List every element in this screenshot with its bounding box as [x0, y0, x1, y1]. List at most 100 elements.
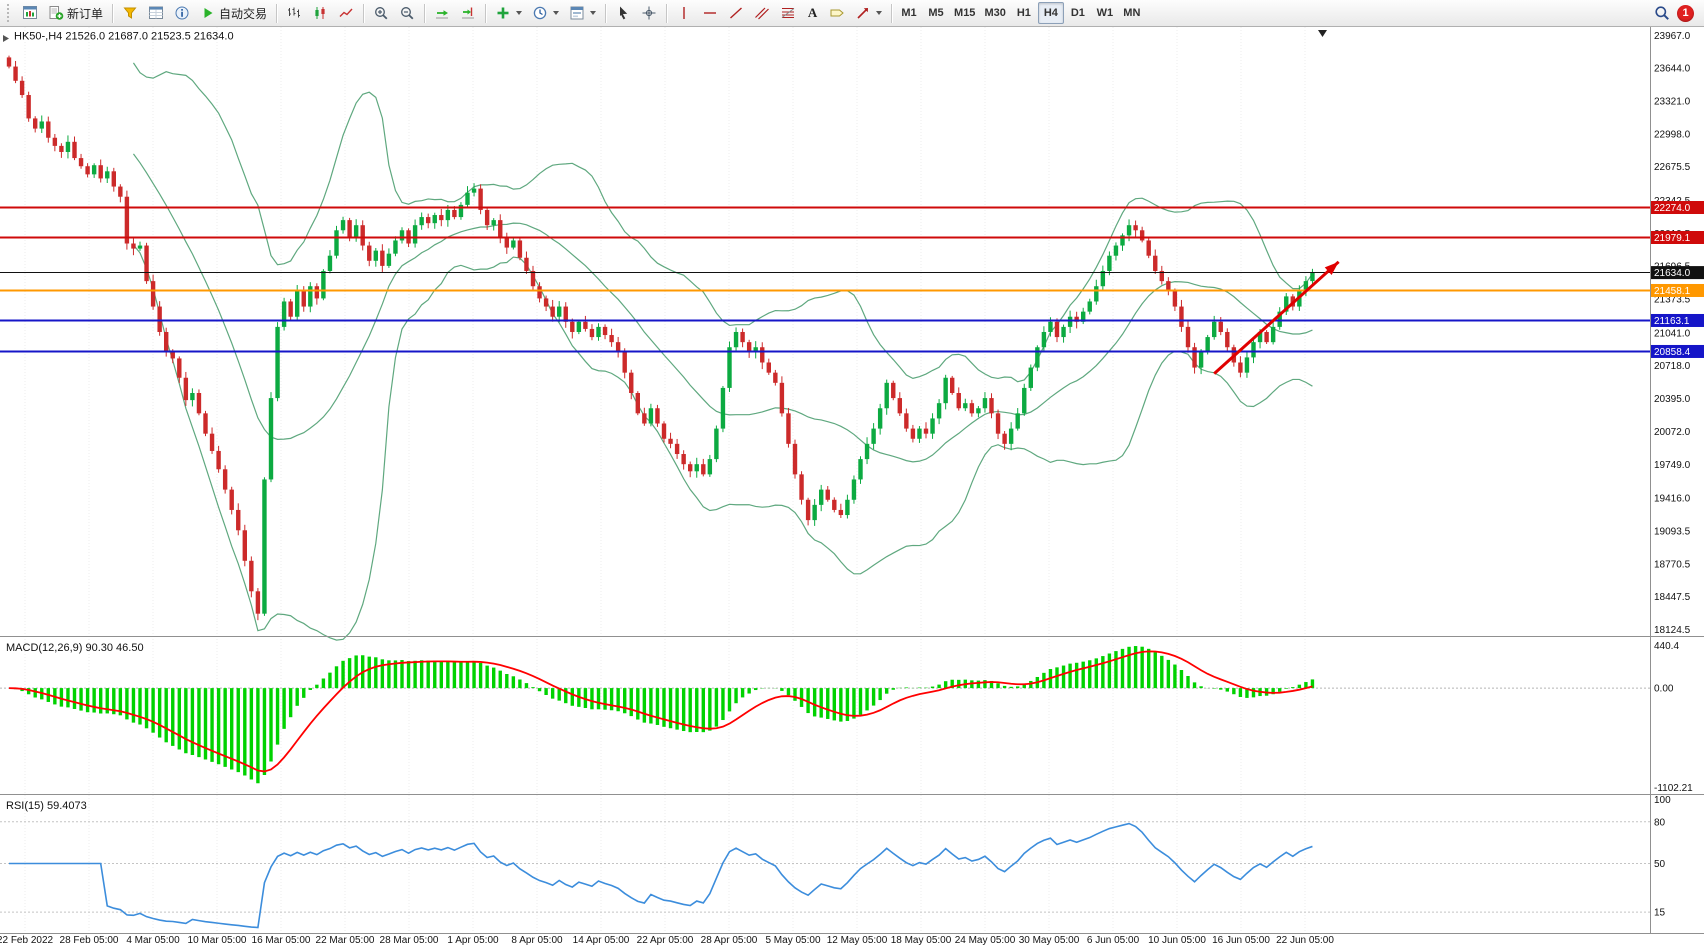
vertical-line-tool-button[interactable] [671, 2, 697, 24]
candle-body [642, 413, 647, 424]
zoom-out-button[interactable] [394, 2, 420, 24]
time-axis-label: 12 May 05:00 [827, 935, 888, 946]
trendline-tool-button[interactable] [723, 2, 749, 24]
candle-body [111, 171, 116, 187]
line-chart-type-button[interactable] [333, 2, 359, 24]
indicators-button[interactable] [490, 2, 527, 24]
candle-body [995, 413, 1001, 434]
horizontal-line-tool-button[interactable] [697, 2, 723, 24]
notification-badge[interactable]: 1 [1677, 4, 1694, 22]
candle-body [275, 326, 280, 399]
fibonacci-tool-button[interactable] [775, 2, 801, 24]
indicators-plus-icon [497, 7, 509, 19]
price-shift-marker-icon[interactable] [1318, 30, 1327, 37]
candle-body [308, 286, 313, 307]
candle-body [589, 328, 595, 338]
macd-histogram [13, 646, 1315, 784]
chart-shift-icon [462, 7, 475, 19]
candle-body [576, 321, 582, 332]
candle-body [177, 358, 182, 378]
toolbar-grip[interactable] [7, 4, 14, 22]
time-axis-label: 30 May 05:00 [1019, 935, 1080, 946]
timeframe-button-h4[interactable]: H4 [1037, 2, 1064, 24]
search-button[interactable] [1649, 2, 1675, 24]
candle-body [956, 393, 961, 409]
macd-axis-label: -1102.21 [1654, 783, 1693, 794]
caret-down-icon [876, 11, 883, 15]
auto-scroll-button[interactable] [429, 2, 455, 24]
candle-body [1081, 311, 1086, 322]
candle-body [255, 591, 261, 614]
periods-button[interactable] [527, 2, 564, 24]
candle-body [249, 560, 254, 592]
new-order-button[interactable]: 新订单 [43, 2, 108, 24]
price-axis-label: 20395.0 [1654, 394, 1691, 405]
macd-axis-label: 440.4 [1654, 641, 1679, 652]
autotrading-label: 自动交易 [219, 6, 268, 21]
chart-shift-button[interactable] [455, 2, 481, 24]
timeframe-button-m5[interactable]: M5 [923, 2, 949, 24]
candle-body [864, 443, 870, 460]
candle-body [1277, 311, 1282, 327]
macd-signal-line [8, 650, 1313, 773]
candle-body [819, 489, 824, 505]
candle-body [969, 403, 975, 414]
price-axis-label: 20072.0 [1654, 427, 1691, 438]
candle-body [871, 428, 876, 444]
text-label-tool-button[interactable] [824, 2, 850, 24]
candle-body [52, 137, 58, 146]
templates-button[interactable] [564, 2, 601, 24]
candle-body [1205, 337, 1210, 353]
candle-body [917, 428, 922, 439]
bar-chart-icon [288, 7, 301, 18]
candle-body [137, 245, 143, 249]
timeframe-button-m15[interactable]: M15 [950, 2, 979, 24]
candle-body [832, 499, 837, 510]
one-click-trading-icon[interactable] [3, 35, 9, 42]
text-tool-button[interactable]: A [801, 2, 824, 24]
autotrading-button[interactable]: 自动交易 [195, 2, 272, 24]
candle-body [622, 352, 627, 373]
market-watch-button[interactable] [117, 2, 143, 24]
timeframe-button-m30[interactable]: M30 [980, 2, 1009, 24]
candle-body [190, 393, 195, 401]
timeframe-button-d1[interactable]: D1 [1065, 2, 1091, 24]
cursor-button[interactable] [610, 2, 636, 24]
bar-chart-type-button[interactable] [281, 2, 307, 24]
rsi-axis-label: 50 [1654, 859, 1666, 870]
rsi-axis-label: 80 [1654, 817, 1666, 828]
trend-arrow[interactable] [1213, 260, 1340, 375]
candle-body [530, 270, 536, 287]
candle-body [884, 382, 889, 409]
price-tag [1651, 344, 1704, 358]
zoom-in-button[interactable] [368, 2, 394, 24]
data-window-button[interactable] [143, 2, 169, 24]
timeframe-button-w1[interactable]: W1 [1092, 2, 1118, 24]
navigator-button[interactable] [169, 2, 195, 24]
timeframe-button-m1[interactable]: M1 [896, 2, 922, 24]
crosshair-button[interactable] [636, 2, 662, 24]
candle-body [1100, 270, 1106, 287]
candle-body [321, 270, 326, 299]
candle-body [963, 403, 968, 409]
candle-body [65, 141, 71, 152]
fibonacci-icon [781, 8, 795, 18]
price-tag [1651, 201, 1704, 215]
candle-body [714, 428, 719, 460]
chart-window-button[interactable] [17, 2, 43, 24]
candlestick-chart-type-button[interactable] [307, 2, 333, 24]
price-axis-label: 18770.5 [1654, 559, 1691, 570]
chart-canvas[interactable]: 22 Feb 2022 28 Feb 05:00 4 Mar 05:00 10 Mar… [0, 27, 1704, 946]
label-tag-icon [830, 9, 844, 17]
channel-tool-button[interactable] [749, 2, 775, 24]
candle-body [484, 209, 490, 226]
arrows-tool-button[interactable] [850, 2, 887, 24]
timeframe-button-mn[interactable]: MN [1119, 2, 1145, 24]
candle-body [91, 165, 97, 175]
candle-body [1008, 428, 1014, 444]
candle-body [59, 145, 64, 152]
price-axis-label: 19093.5 [1654, 526, 1691, 537]
cursor-icon [620, 6, 628, 20]
candle-body [688, 464, 693, 472]
timeframe-button-h1[interactable]: H1 [1011, 2, 1037, 24]
